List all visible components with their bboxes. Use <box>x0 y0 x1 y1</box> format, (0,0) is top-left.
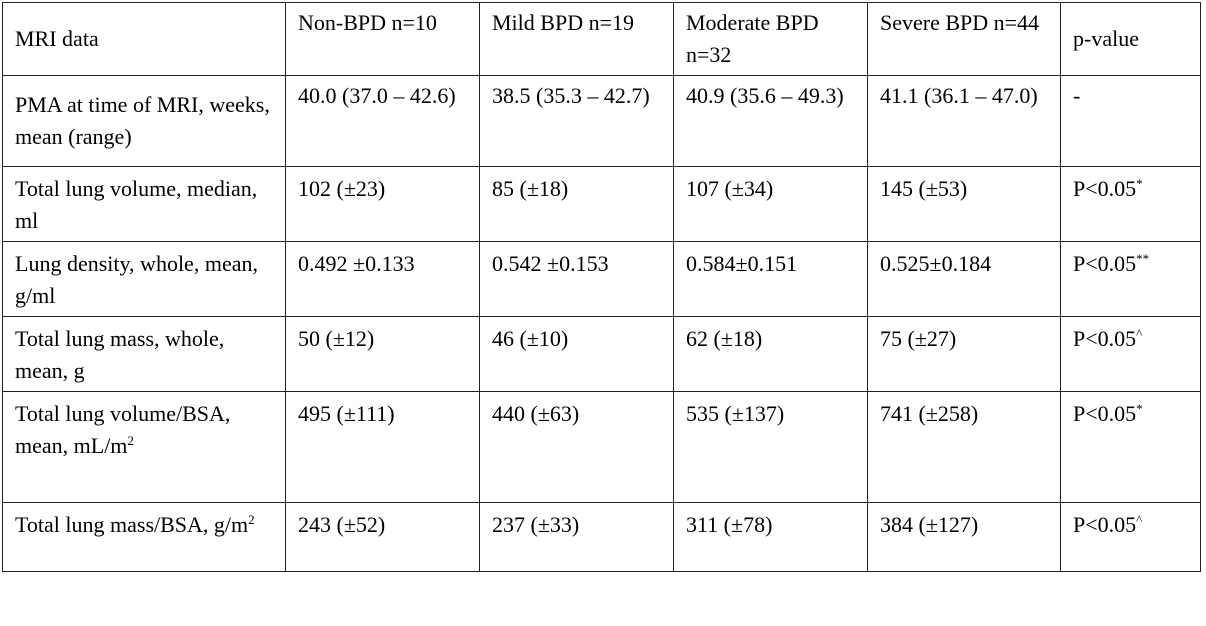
cell-moderate-bpd: 107 (±34) <box>673 166 868 242</box>
cell-non-bpd: 50 (±12) <box>285 316 480 392</box>
table-row: Total lung volume, median, ml 102 (±23) … <box>2 166 1201 242</box>
cell-severe-bpd: 0.525±0.184 <box>867 241 1061 317</box>
table-row: Lung density, whole, mean, g/ml 0.492 ±0… <box>2 241 1201 317</box>
p-value-text: P<0.05 <box>1073 401 1137 426</box>
p-value-text: P<0.05 <box>1073 512 1137 537</box>
p-value-marker: ^ <box>1136 326 1143 341</box>
p-value-marker: * <box>1136 401 1143 416</box>
cell-non-bpd: 40.0 (37.0 – 42.6) <box>285 75 480 167</box>
row-label: Lung density, whole, mean, g/ml <box>2 241 286 317</box>
cell-non-bpd: 495 (±111) <box>285 391 480 503</box>
cell-moderate-bpd: 535 (±137) <box>673 391 868 503</box>
cell-moderate-bpd: 311 (±78) <box>673 502 868 572</box>
cell-p-value: P<0.05^ <box>1060 316 1201 392</box>
row-label: Total lung volume/BSA, mean, mL/m2 <box>2 391 286 503</box>
row-label-text: Total lung mass/BSA, g/m <box>15 512 249 537</box>
p-value-text: P<0.05 <box>1073 176 1137 201</box>
cell-mild-bpd: 46 (±10) <box>479 316 674 392</box>
p-value-marker: * <box>1136 176 1143 191</box>
cell-non-bpd: 243 (±52) <box>285 502 480 572</box>
row-label: Total lung mass/BSA, g/m2 <box>2 502 286 572</box>
mri-data-table: MRI data Non-BPD n=10 Mild BPD n=19 Mode… <box>2 2 1201 572</box>
cell-p-value: P<0.05* <box>1060 166 1201 242</box>
cell-p-value: P<0.05* <box>1060 391 1201 503</box>
row-label-text: Total lung volume/BSA, mean, mL/m <box>15 401 231 458</box>
cell-severe-bpd: 741 (±258) <box>867 391 1061 503</box>
cell-mild-bpd: 38.5 (35.3 – 42.7) <box>479 75 674 167</box>
table-row: PMA at time of MRI, weeks, mean (range) … <box>2 75 1201 167</box>
table-row: Total lung mass, whole, mean, g 50 (±12)… <box>2 316 1201 392</box>
cell-p-value: P<0.05** <box>1060 241 1201 317</box>
header-p-value: p-value <box>1060 2 1201 76</box>
cell-moderate-bpd: 40.9 (35.6 – 49.3) <box>673 75 868 167</box>
p-value-marker: ** <box>1136 251 1150 266</box>
cell-mild-bpd: 440 (±63) <box>479 391 674 503</box>
header-moderate-bpd: Moderate BPD n=32 <box>673 2 868 76</box>
header-non-bpd: Non-BPD n=10 <box>285 2 480 76</box>
cell-non-bpd: 0.492 ±0.133 <box>285 241 480 317</box>
header-mri-data: MRI data <box>2 2 286 76</box>
cell-severe-bpd: 384 (±127) <box>867 502 1061 572</box>
p-value-text: P<0.05 <box>1073 251 1137 276</box>
cell-p-value: P<0.05^ <box>1060 502 1201 572</box>
cell-severe-bpd: 41.1 (36.1 – 47.0) <box>867 75 1061 167</box>
header-severe-bpd: Severe BPD n=44 <box>867 2 1061 76</box>
header-mild-bpd: Mild BPD n=19 <box>479 2 674 76</box>
cell-mild-bpd: 237 (±33) <box>479 502 674 572</box>
cell-moderate-bpd: 62 (±18) <box>673 316 868 392</box>
cell-mild-bpd: 85 (±18) <box>479 166 674 242</box>
header-row: MRI data Non-BPD n=10 Mild BPD n=19 Mode… <box>2 2 1201 76</box>
row-label: Total lung volume, median, ml <box>2 166 286 242</box>
cell-severe-bpd: 75 (±27) <box>867 316 1061 392</box>
cell-mild-bpd: 0.542 ±0.153 <box>479 241 674 317</box>
row-label: Total lung mass, whole, mean, g <box>2 316 286 392</box>
table-row: Total lung mass/BSA, g/m2 243 (±52) 237 … <box>2 502 1201 572</box>
p-value-text: P<0.05 <box>1073 326 1137 351</box>
unit-exponent: 2 <box>127 433 134 448</box>
cell-p-value: - <box>1060 75 1201 167</box>
row-label: PMA at time of MRI, weeks, mean (range) <box>2 75 286 167</box>
p-value-text: - <box>1073 83 1081 108</box>
table-row: Total lung volume/BSA, mean, mL/m2 495 (… <box>2 391 1201 503</box>
p-value-marker: ^ <box>1136 512 1143 527</box>
cell-non-bpd: 102 (±23) <box>285 166 480 242</box>
cell-moderate-bpd: 0.584±0.151 <box>673 241 868 317</box>
cell-severe-bpd: 145 (±53) <box>867 166 1061 242</box>
unit-exponent: 2 <box>248 512 255 527</box>
